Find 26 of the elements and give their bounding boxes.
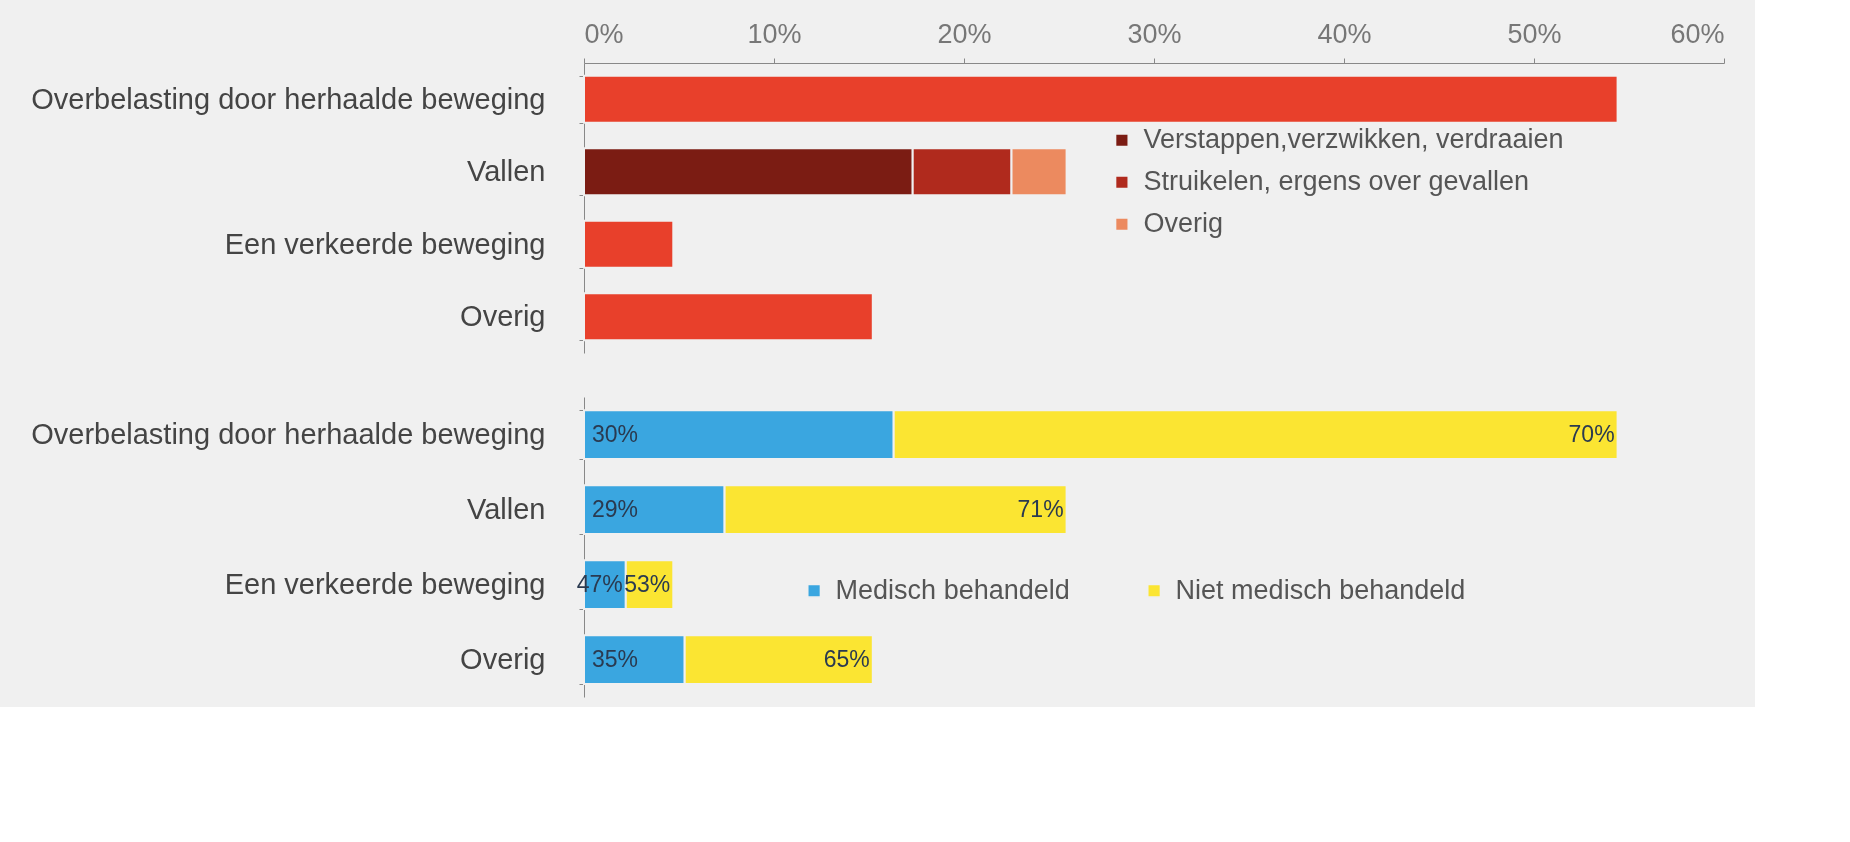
annotation: 71% <box>1017 495 1064 522</box>
annotation: 30% <box>592 420 639 447</box>
legend-label: Struikelen, ergens over gevallen <box>1143 166 1530 197</box>
y-tick-label: Een verkeerde beweging <box>224 227 546 260</box>
x-tick-label: 60% <box>1670 18 1725 49</box>
y-tick-label: Vallen <box>467 493 546 525</box>
y-tick-label: Overig <box>460 300 546 333</box>
x-tick-label: 20% <box>937 18 992 49</box>
x-tick-label: 50% <box>1507 18 1562 49</box>
annotation: 65% <box>823 645 870 672</box>
x-tick-label: 40% <box>1317 18 1372 49</box>
legend-label: Niet medisch behandeld <box>1175 574 1466 605</box>
y-tick-label: Overbelasting door herhaalde beweging <box>31 418 546 450</box>
x-tick-label: 10% <box>747 18 802 49</box>
legend-label: Overig <box>1143 208 1223 239</box>
annotation: 29% <box>592 495 639 522</box>
x-tick-label: 0% <box>584 18 624 49</box>
annotation: 35% <box>592 645 639 672</box>
legend-label: Medisch behandeld <box>835 574 1070 605</box>
y-tick-label: Overig <box>460 643 546 675</box>
y-tick-label: Overbelasting door herhaalde beweging <box>31 82 546 115</box>
y-tick-label: Vallen <box>467 155 546 188</box>
legend-label: Verstappen,verzwikken, verdraaien <box>1143 124 1564 155</box>
annotation: 70% <box>1568 420 1615 447</box>
x-tick-label: 30% <box>1127 18 1182 49</box>
y-tick-label: Een verkeerde beweging <box>224 568 546 600</box>
